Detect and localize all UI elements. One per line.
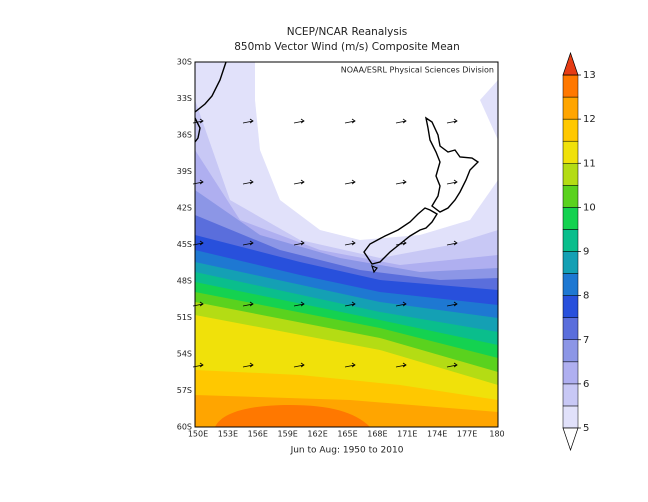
wind-arrow [242, 301, 254, 307]
lon-label: 171E [397, 430, 417, 439]
colorbar-high [562, 51, 579, 76]
title: NCEP/NCAR Reanalysis [287, 26, 408, 38]
credit: NOAA/ESRL Physical Sciences Division [341, 66, 494, 75]
lon-label: 180 [489, 430, 504, 439]
colorbar-label: 9 [583, 247, 589, 258]
colorbar-cell [562, 229, 579, 252]
colorbar-label: 6 [583, 379, 589, 390]
lat-label: 60S [177, 423, 192, 432]
wind-arrow [242, 240, 254, 246]
wind-arrow [395, 240, 407, 246]
wind-arrow [344, 179, 356, 185]
wind-arrow [344, 301, 356, 307]
colorbar: 5 6 7 8 9 10 11 12 13 [562, 51, 596, 452]
colorbar-cell [562, 118, 579, 142]
colorbar-cell [562, 273, 579, 296]
coastline-stewart-island [371, 264, 378, 274]
wind-arrow [395, 179, 407, 185]
lat-label: 39S [177, 167, 192, 176]
colorbar-cell [562, 140, 579, 164]
colorbar-cell [562, 339, 579, 363]
lon-label: 156E [248, 430, 268, 439]
lon-label: 165E [337, 430, 357, 439]
colorbar-label: 8 [583, 291, 589, 302]
wind-arrow [395, 118, 407, 124]
colorbar-cell [562, 251, 579, 274]
subtitle: 850mb Vector Wind (m/s) Composite Mean [234, 41, 460, 53]
contour-band [215, 405, 370, 427]
colorbar-cell [562, 295, 579, 318]
wind-arrow [446, 118, 458, 124]
wind-arrow [293, 179, 305, 185]
lon-label: 168E [367, 430, 387, 439]
coastline-australia [194, 61, 227, 113]
lat-label: 54S [177, 350, 192, 359]
colorbar-label: 10 [583, 202, 596, 213]
lon-label: 153E [218, 430, 238, 439]
colorbar-label: 11 [583, 158, 596, 169]
lat-label: 33S [177, 94, 192, 103]
wind-arrow [395, 362, 407, 368]
lat-label: 48S [177, 277, 192, 286]
coastline-south-island [363, 207, 438, 265]
wind-arrow [293, 362, 305, 368]
lat-label: 30S [177, 58, 192, 67]
wind-arrow [242, 179, 254, 185]
wind-arrow [293, 118, 305, 124]
wind-arrow [446, 240, 458, 246]
colorbar-cell [562, 207, 579, 230]
colorbar-cell [562, 185, 579, 208]
wind-arrow [446, 301, 458, 307]
contour-band [255, 62, 498, 240]
map-frame [194, 61, 499, 428]
colorbar-cell [562, 317, 579, 340]
lat-label: 57S [177, 386, 192, 395]
colorbar-cell [562, 405, 579, 429]
lon-label: 162E [307, 430, 327, 439]
coastline-north-island [424, 116, 480, 213]
wind-arrow [344, 118, 356, 124]
colorbar-label: 5 [583, 423, 589, 434]
map-overlay: NOAA/ESRL Physical Sciences Division [192, 61, 496, 368]
footer: Jun to Aug: 1950 to 2010 [290, 446, 404, 456]
colorbar-label: 12 [583, 114, 596, 125]
wind-arrow [293, 240, 305, 246]
colorbar-cell [562, 74, 579, 98]
wind-arrow [242, 118, 254, 124]
lon-label: 159E [278, 430, 298, 439]
lat-label: 45S [177, 240, 192, 249]
lon-label: 150E [188, 430, 208, 439]
wind-arrow [344, 240, 356, 246]
colorbar-low [562, 427, 579, 452]
colorbar-cell [562, 361, 579, 385]
wind-arrow [242, 362, 254, 368]
colorbar-cell [562, 163, 579, 186]
lat-label: 42S [177, 204, 192, 213]
colorbar-cell [562, 383, 579, 407]
lon-label: 174E [427, 430, 447, 439]
wind-arrow [446, 362, 458, 368]
credit-box [298, 64, 496, 76]
wind-arrow [293, 301, 305, 307]
wind-arrow [344, 362, 356, 368]
coastline-australia [194, 117, 201, 143]
wind-arrow [395, 301, 407, 307]
wind-arrow [446, 179, 458, 185]
lat-label: 51S [177, 313, 192, 322]
lon-label: 177E [457, 430, 477, 439]
colorbar-label: 7 [583, 335, 589, 346]
lat-label: 36S [177, 131, 192, 140]
colorbar-label: 13 [583, 70, 596, 81]
colorbar-cell [562, 96, 579, 120]
